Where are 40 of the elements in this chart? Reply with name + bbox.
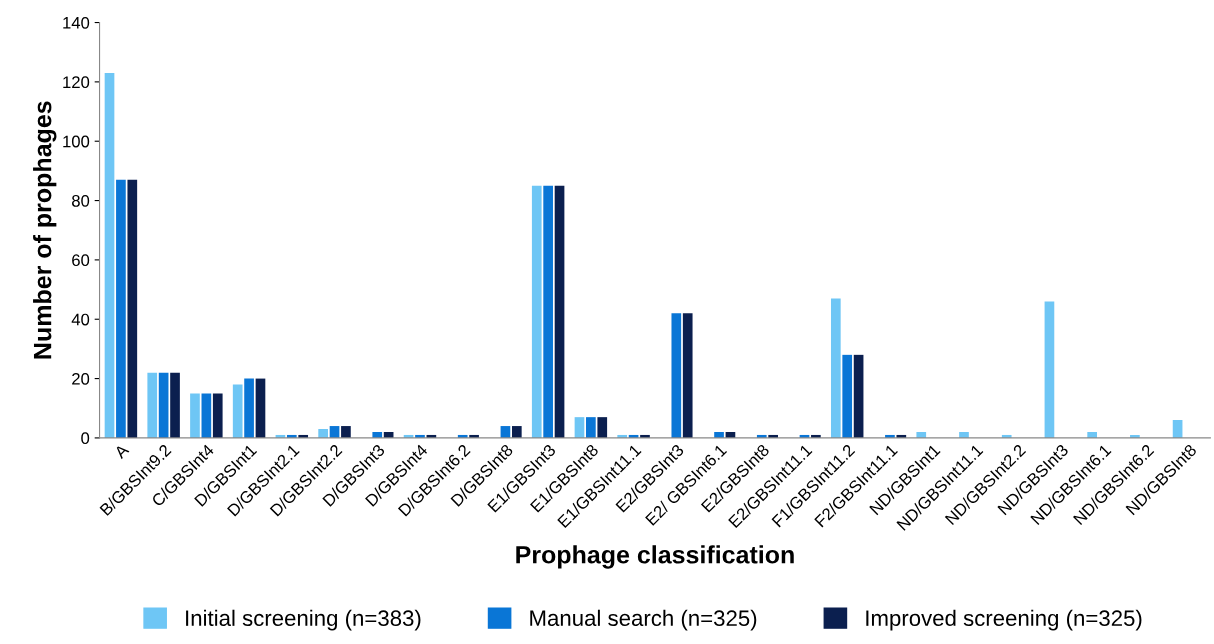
bar <box>586 417 596 438</box>
y-tick-label: 140 <box>63 16 90 29</box>
bar <box>597 417 608 438</box>
bar <box>104 72 115 438</box>
bar <box>853 354 864 438</box>
y-tick-label: 80 <box>72 194 90 207</box>
bar <box>341 426 351 438</box>
bar <box>170 372 180 438</box>
x-axis-title: Prophage classification <box>516 545 794 569</box>
bar <box>531 185 542 438</box>
bar <box>201 393 212 438</box>
bar <box>1044 301 1055 438</box>
legend-label: Improved screening (n=325) <box>866 609 1142 631</box>
bar <box>318 429 328 438</box>
bar <box>212 393 223 438</box>
bar <box>147 372 158 438</box>
bar <box>255 378 266 438</box>
y-tick-label: 40 <box>71 313 90 326</box>
y-tick-label: 20 <box>72 372 90 385</box>
bar <box>830 298 841 438</box>
bar <box>244 378 254 438</box>
y-tick-label: 0 <box>81 432 90 445</box>
legend-label: Manual search (n=325) <box>530 609 757 631</box>
bar <box>511 426 522 438</box>
bar <box>116 179 126 438</box>
bar <box>554 185 565 438</box>
bar <box>190 393 200 438</box>
legend-label: Initial screening (n=383) <box>186 609 421 631</box>
bar <box>682 313 693 438</box>
bar <box>127 179 138 438</box>
y-axis-title: Number of prophages <box>33 101 57 359</box>
y-tick-label: 120 <box>63 76 90 89</box>
bar <box>543 185 553 438</box>
bar <box>232 384 243 438</box>
bar <box>574 417 585 438</box>
y-tick-label: 100 <box>63 135 90 148</box>
bar <box>842 354 853 438</box>
bar <box>671 313 682 438</box>
y-tick-label: 60 <box>72 254 90 267</box>
bar <box>158 372 169 438</box>
